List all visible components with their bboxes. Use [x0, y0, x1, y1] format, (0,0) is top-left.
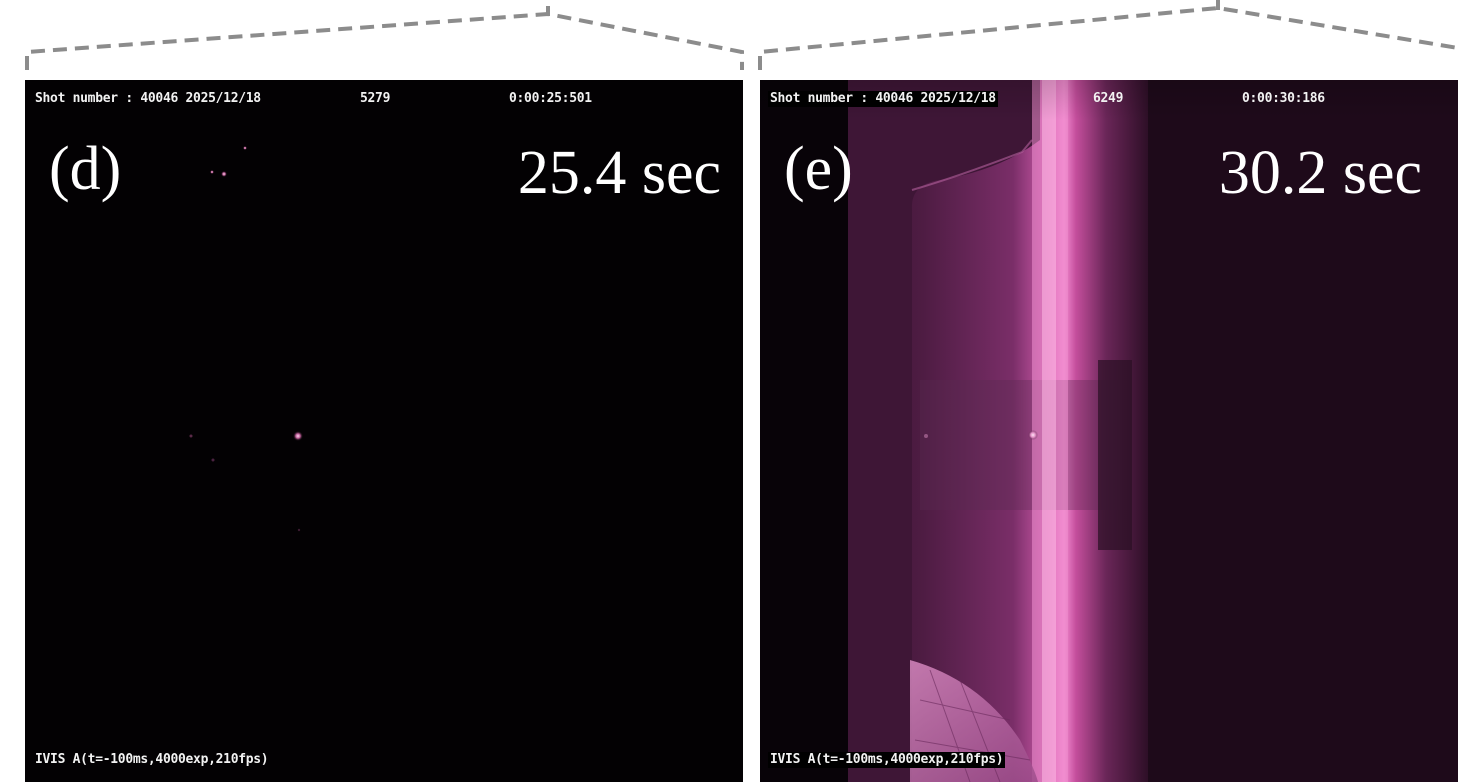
zoom-callout-lines [25, 0, 1458, 70]
timecode-text: 0:00:30:186 [1242, 91, 1325, 106]
hot-spot [221, 171, 227, 177]
callout-line-d [25, 11, 744, 70]
shot-number-text: Shot number : 40046 2025/12/18 [35, 91, 261, 106]
frame-number-text: 6249 [1093, 91, 1124, 106]
camera-info-text: IVIS A(t=-100ms,4000exp,210fps) [768, 752, 1006, 768]
camera-frame-d: Shot number : 40046 2025/12/18 5279 0:00… [25, 80, 743, 782]
frame-e-image [760, 80, 1458, 782]
hot-spot [1028, 430, 1038, 440]
callout-line-e [758, 5, 1458, 70]
panel-letter-e: (e) [784, 135, 853, 203]
panel-letter-d: (d) [49, 135, 122, 203]
hot-spot [243, 146, 247, 150]
camera-frame-e: Shot number : 40046 2025/12/18 6249 0:00… [760, 80, 1458, 782]
timecode-text: 0:00:25:501 [509, 91, 592, 106]
panel-time-d: 25.4 sec [517, 139, 721, 207]
camera-info-text: IVIS A(t=-100ms,4000exp,210fps) [35, 752, 269, 767]
hot-spot [210, 170, 214, 174]
frame-d-image [189, 146, 303, 532]
panel-time-e: 30.2 sec [1218, 139, 1422, 207]
hot-spot [293, 431, 303, 441]
shot-number-text: Shot number : 40046 2025/12/18 [768, 91, 998, 107]
frame-number-text: 5279 [360, 91, 391, 106]
